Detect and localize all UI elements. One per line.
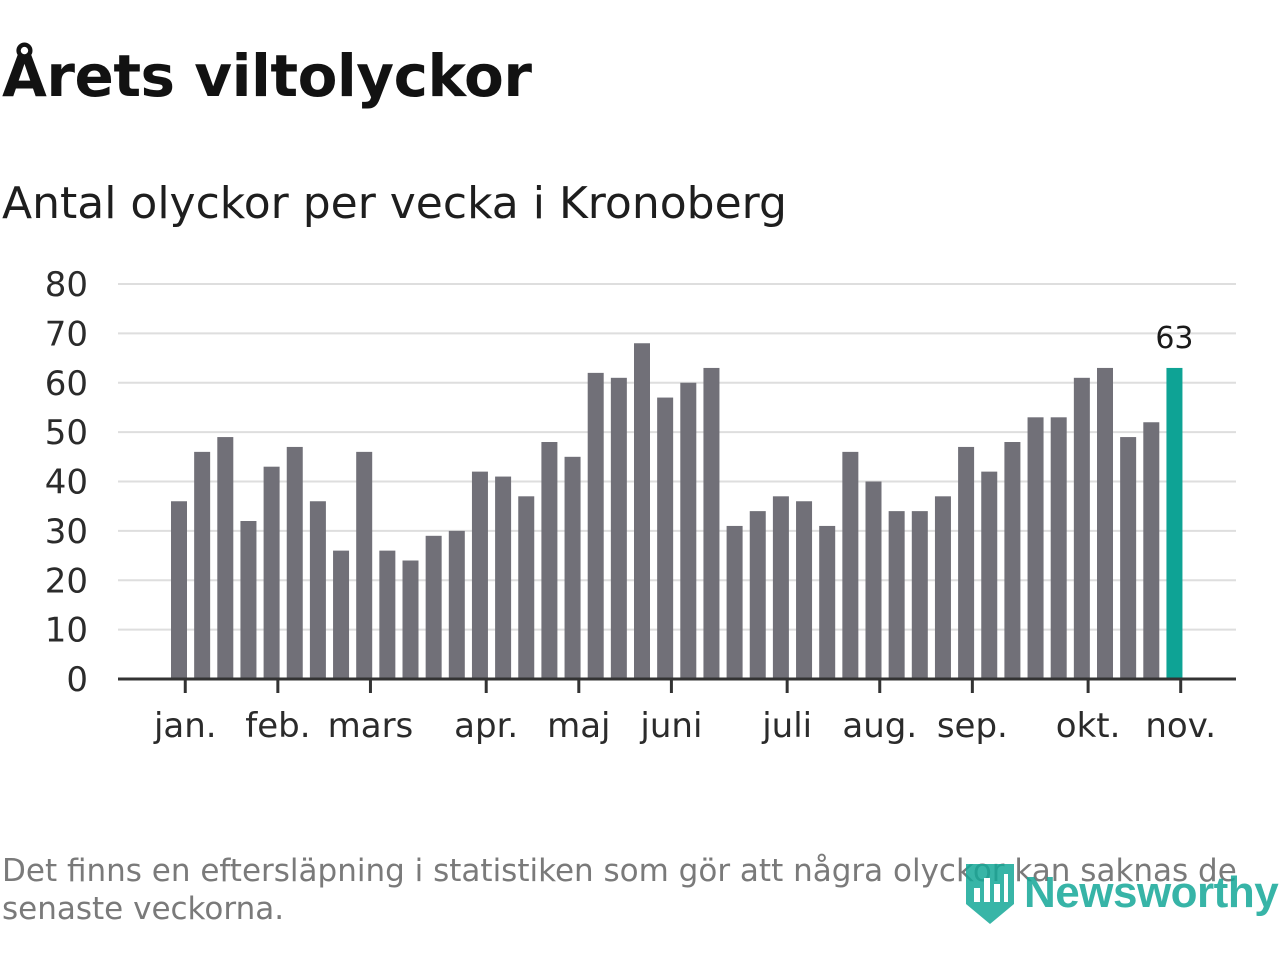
bar-week-40 [1073,377,1090,679]
bar-week-35 [958,446,975,679]
bar-week-39 [1050,417,1067,679]
highlight-value-label: 63 [1155,321,1193,356]
chart-subtitle: Antal olyckor per vecka i Kronoberg [2,178,787,229]
bar-week-43 [1143,422,1160,679]
bar-week-33 [911,511,928,679]
y-tick-label-30: 30 [45,512,88,552]
x-tick-label-jan.: jan. [153,706,217,746]
bar-week-37 [1004,442,1021,679]
bar-week-22 [657,397,674,679]
chart-title: Årets viltolyckor [2,42,532,110]
x-tick-label-aug.: aug. [842,706,917,746]
bar-week-4 [240,521,257,679]
bar-week-2 [194,451,211,679]
bar-week-19 [587,372,604,679]
bar-week-28 [796,501,813,679]
y-tick-label-40: 40 [45,463,88,503]
bar-week-15 [495,476,512,679]
bar-week-29 [819,525,836,679]
bar-week-16 [518,496,535,679]
bar-week-5 [263,466,280,679]
bar-week-36 [981,471,998,679]
x-tick-label-juni: juni [639,706,702,746]
bar-week-12 [425,535,442,679]
bar-week-30 [842,451,859,679]
y-tick-label-0: 0 [66,660,88,700]
y-tick-label-10: 10 [45,611,88,651]
x-tick-label-mars: mars [328,706,414,746]
y-tick-label-20: 20 [45,561,88,601]
y-tick-label-50: 50 [45,413,88,453]
newsworthy-logo: Newsworthy [964,860,1279,926]
bar-week-7 [309,501,326,679]
x-tick-label-feb.: feb. [245,706,310,746]
bar-week-14 [471,471,488,679]
bar-chart-shield-icon [966,864,1014,924]
bar-week-42 [1120,437,1137,679]
bar-week-3 [217,437,234,679]
bar-week-1 [171,501,187,679]
x-tick-label-okt.: okt. [1056,706,1121,746]
bar-week-26 [749,511,766,679]
bar-week-27 [772,496,789,679]
bar-week-41 [1097,367,1113,679]
bar-week-8 [333,550,350,679]
bar-week-21 [634,343,650,679]
bar-week-13 [448,530,465,679]
bar-week-18 [564,456,581,679]
bar-week-24 [703,367,720,679]
x-tick-label-juli: juli [761,706,812,746]
brand-name: Newsworthy [1024,868,1279,917]
x-tick-label-maj: maj [547,706,610,746]
x-tick-label-nov.: nov. [1145,706,1216,746]
bar-week-38 [1027,417,1044,679]
x-tick-label-apr.: apr. [454,706,518,746]
y-tick-label-70: 70 [45,314,88,354]
bar-week-17 [541,442,558,679]
bar-week-23 [680,382,697,679]
x-tick-label-sep.: sep. [937,706,1008,746]
bar-week-9 [356,451,373,679]
bar-week-11 [402,560,419,679]
bar-week-25 [726,525,743,679]
bar-week-10 [379,550,396,679]
bar-week-34 [934,496,951,679]
footnote: Det finns en eftersläpning i statistiken… [2,853,1237,927]
bar-week-6 [286,446,303,679]
y-tick-label-80: 80 [45,265,88,305]
bar-week-31 [865,481,882,679]
bar-week-44 [1166,367,1183,679]
bar-week-32 [888,511,905,679]
y-tick-label-60: 60 [45,364,88,404]
bar-week-20 [610,377,627,679]
